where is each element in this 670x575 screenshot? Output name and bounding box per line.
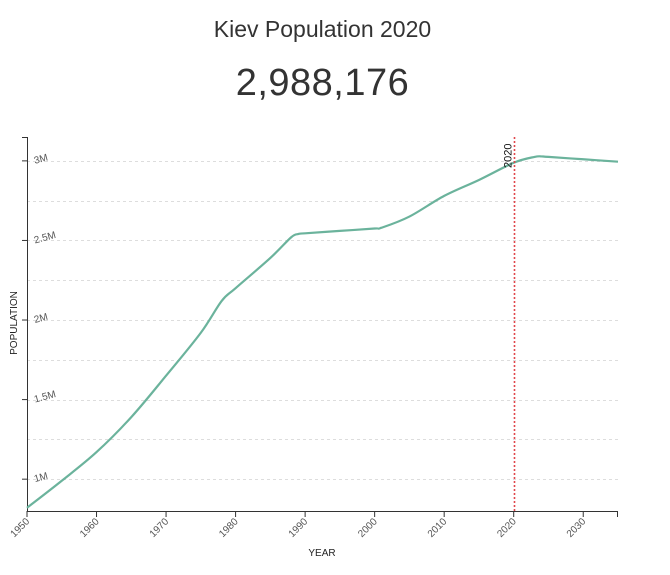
y-tick-label: 2.5M xyxy=(33,230,57,246)
population-line xyxy=(26,155,619,509)
x-tick-label: 2030 xyxy=(565,516,589,540)
series-layer xyxy=(26,155,619,509)
x-axis-title: YEAR xyxy=(308,548,335,559)
y-tick-label: 1.5M xyxy=(33,389,57,405)
x-tick-label: 2000 xyxy=(356,516,380,540)
x-tick-label: 1970 xyxy=(148,516,172,540)
y-tick-label: 3M xyxy=(33,153,49,167)
x-tick-label: 1990 xyxy=(287,516,311,540)
marker-layer: 2020 xyxy=(503,137,516,511)
x-tick-label: 2020 xyxy=(495,516,519,540)
x-tick-label: 1950 xyxy=(9,516,33,540)
population-value: 2,988,176 xyxy=(235,62,410,104)
y-tick-label: 1M xyxy=(33,471,49,485)
chart-title: Kiev Population 2020 xyxy=(213,16,432,42)
gridlines xyxy=(27,161,618,480)
current-year-label: 2020 xyxy=(503,144,515,168)
y-tick-label: 2M xyxy=(33,312,49,326)
y-axis-title: POPULATION xyxy=(9,291,20,355)
x-tick-label: 1980 xyxy=(217,516,241,540)
x-tick-label: 2010 xyxy=(426,516,450,540)
x-tick-label: 1960 xyxy=(78,516,102,540)
